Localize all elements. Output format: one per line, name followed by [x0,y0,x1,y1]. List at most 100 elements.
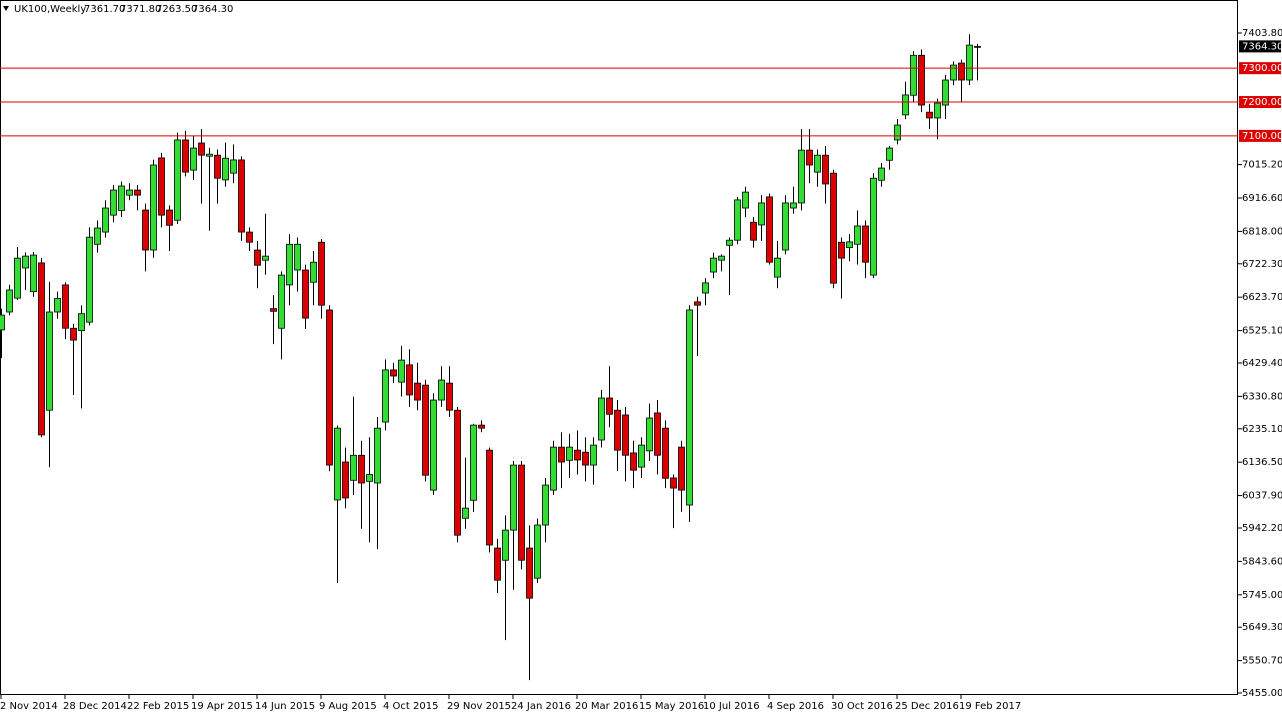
candle-body [254,249,261,266]
candle-body [862,225,869,263]
candle-body [542,484,549,526]
candle-body [918,54,925,106]
candle-body [454,409,461,536]
y-tick-label: 6429.40 [1242,358,1282,369]
candle-body [478,424,485,429]
candle-body [574,449,581,461]
candle-body [742,191,749,209]
candle-body [182,139,189,173]
candle-body [758,202,765,226]
candle-body [318,241,325,306]
candle-body [438,379,445,401]
x-tick-label: 29 Nov 2015 [447,701,511,712]
candle-body [590,444,597,466]
candle-body [422,384,429,476]
x-tick-label: 20 Mar 2016 [575,701,638,712]
candle-body [286,243,293,286]
candle-body [310,261,317,283]
x-tick-label: 30 Oct 2016 [831,701,893,712]
candle-body [14,257,21,299]
candle-body [734,199,741,241]
candle-body [502,529,509,561]
candle-body [854,225,861,245]
candle-body [174,139,181,221]
candle-body [142,209,149,251]
candle-body [214,154,221,179]
header-value: 7263.50 [156,4,197,15]
candle-body [262,255,269,261]
candle-body [598,397,605,441]
candle-body [46,311,53,411]
candle-body [198,142,205,156]
candle-body [510,464,517,531]
candle-body [934,102,941,119]
last-price-label: 7364.30 [1242,41,1282,52]
candle-body [686,309,693,506]
candle-body [494,547,501,581]
candle-body [782,202,789,251]
candle-body [382,369,389,423]
candle-body [0,314,5,331]
candle-body [334,427,341,501]
level-label: 7300.00 [1242,63,1282,74]
candle-body [798,149,805,204]
candle-body [374,427,381,484]
candle-body [118,185,125,211]
level-label: 7200.00 [1242,97,1282,108]
candle-body [342,461,349,499]
candle-body [110,189,117,216]
candle-body [238,159,245,233]
candle-body [430,399,437,491]
candle-body [958,62,965,81]
candle-body [166,209,173,226]
candle-body [902,94,909,116]
candle-body [278,274,285,329]
x-tick-label: 10 Jul 2016 [703,701,760,712]
y-tick-label: 5843.60 [1242,556,1282,567]
candle-body [126,189,133,196]
candle-body [462,507,469,519]
x-tick-label: 24 Jan 2016 [511,701,571,712]
candle-body [638,444,645,468]
candle-body [390,369,397,377]
candle-body [38,262,45,436]
candle-body [774,257,781,278]
y-tick-label: 6916.60 [1242,193,1282,204]
candle-body [518,464,525,561]
candle-body [750,221,757,241]
chart-title: UK100,Weekly [14,4,86,15]
candle-body [622,414,629,456]
candle-body [534,524,541,579]
candle-body [302,269,309,319]
candle-body [414,382,421,401]
candle-body [406,364,413,396]
x-tick-label: 14 Jun 2015 [255,701,315,712]
header-value: 7361.70 [84,4,125,15]
candle-body [614,409,621,451]
candle-body [710,257,717,273]
y-tick-label: 5942.20 [1242,523,1282,534]
candle-body [270,308,277,312]
candle-body [158,157,165,216]
candle-body [870,177,877,276]
y-tick-label: 6818.00 [1242,226,1282,237]
candle-body [486,449,493,546]
candle-body [470,424,477,501]
x-tick-label: 19 Feb 2017 [959,701,1021,712]
candle-body [654,412,661,456]
candle-body [678,446,685,491]
header-value: 7371.80 [120,4,161,15]
candle-body [822,154,829,185]
candle-body [86,236,93,323]
candle-body [838,241,845,259]
candle-body [942,79,949,106]
candle-body [94,227,101,245]
candle-body [22,255,29,269]
candle-body [790,202,797,209]
candle-body [102,207,109,233]
x-tick-label: 4 Sep 2016 [767,701,824,712]
candle-body [150,164,157,251]
x-tick-label: 25 Dec 2016 [895,701,959,712]
